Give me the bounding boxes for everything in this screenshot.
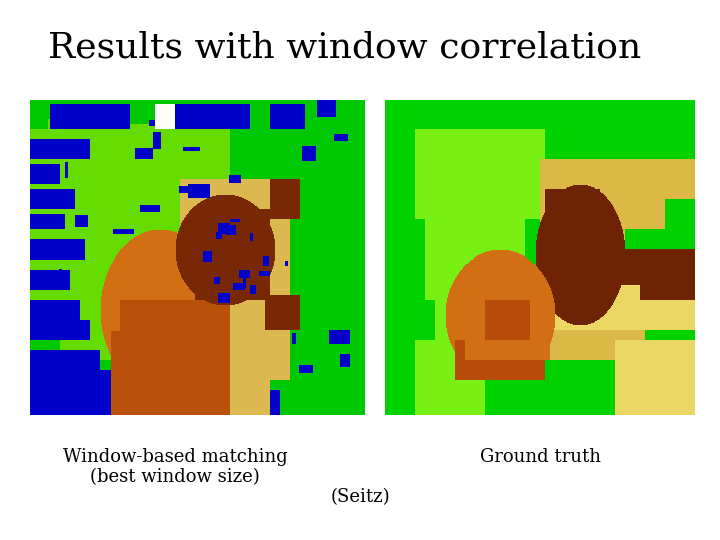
Text: Results with window correlation: Results with window correlation bbox=[48, 30, 642, 64]
Text: (best window size): (best window size) bbox=[90, 468, 260, 486]
Text: Ground truth: Ground truth bbox=[480, 448, 600, 466]
Text: Window-based matching: Window-based matching bbox=[63, 448, 287, 466]
Text: (Seitz): (Seitz) bbox=[330, 488, 390, 506]
